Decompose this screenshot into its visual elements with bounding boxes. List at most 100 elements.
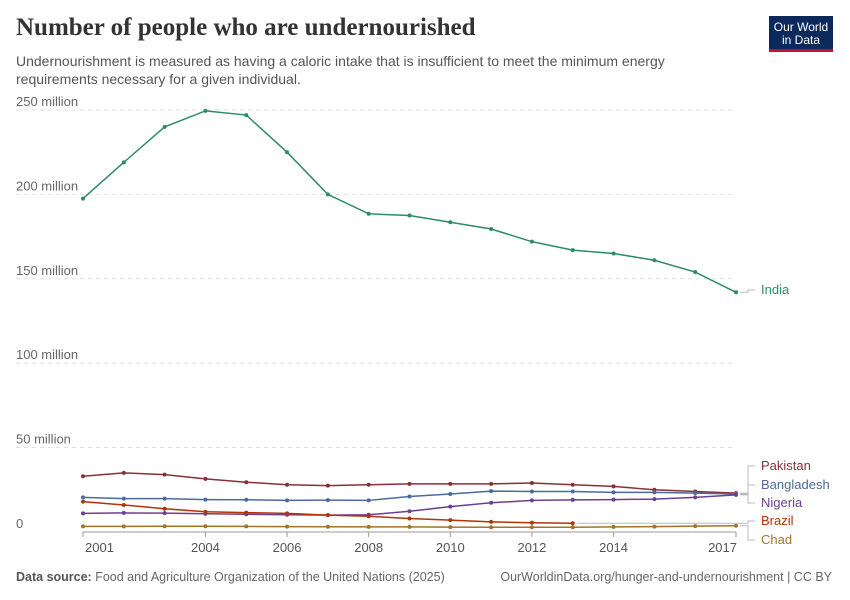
data-point-pakistan[interactable]: [489, 481, 494, 486]
series-label-chad[interactable]: Chad: [761, 532, 792, 547]
data-point-nigeria[interactable]: [81, 511, 85, 516]
data-point-pakistan[interactable]: [121, 470, 126, 475]
data-point-chad[interactable]: [366, 524, 371, 529]
data-point-india[interactable]: [489, 227, 494, 232]
data-point-bangladesh[interactable]: [489, 489, 494, 494]
data-point-brazil[interactable]: [81, 499, 85, 504]
data-point-nigeria[interactable]: [407, 509, 412, 514]
series-label-bangladesh[interactable]: Bangladesh: [761, 477, 830, 492]
data-point-chad[interactable]: [81, 524, 85, 529]
data-point-india[interactable]: [570, 248, 575, 253]
data-point-brazil[interactable]: [366, 514, 371, 519]
series-line-india[interactable]: [82, 110, 737, 293]
data-point-brazil[interactable]: [407, 516, 412, 521]
data-point-pakistan[interactable]: [366, 482, 371, 487]
data-point-brazil[interactable]: [529, 520, 534, 525]
data-point-bangladesh[interactable]: [203, 497, 208, 502]
data-point-pakistan[interactable]: [203, 476, 208, 481]
data-point-bangladesh[interactable]: [693, 491, 698, 496]
gridlines: [16, 109, 736, 449]
data-point-india[interactable]: [652, 258, 657, 263]
data-point-chad[interactable]: [448, 525, 453, 530]
data-point-pakistan[interactable]: [285, 482, 290, 487]
data-point-bangladesh[interactable]: [652, 490, 657, 495]
data-point-nigeria[interactable]: [529, 498, 534, 503]
data-point-brazil[interactable]: [325, 513, 330, 518]
data-point-brazil[interactable]: [244, 510, 249, 515]
data-point-nigeria[interactable]: [448, 504, 453, 509]
data-point-chad[interactable]: [489, 525, 494, 530]
data-point-nigeria[interactable]: [652, 497, 657, 502]
data-point-nigeria[interactable]: [611, 497, 616, 502]
data-point-bangladesh[interactable]: [244, 497, 249, 502]
data-point-chad[interactable]: [244, 524, 249, 529]
data-point-brazil[interactable]: [489, 519, 494, 524]
data-point-india[interactable]: [81, 196, 85, 201]
data-point-bangladesh[interactable]: [448, 492, 453, 497]
data-point-bangladesh[interactable]: [162, 496, 167, 501]
data-point-india[interactable]: [407, 213, 412, 218]
data-point-india[interactable]: [611, 251, 616, 256]
data-point-chad[interactable]: [325, 524, 330, 529]
data-point-chad[interactable]: [611, 524, 616, 529]
y-tick-label: 100 million: [16, 347, 78, 362]
data-point-nigeria[interactable]: [693, 495, 698, 500]
source-url-link[interactable]: OurWorldinData.org/hunger-and-undernouri…: [500, 570, 832, 584]
series-label-nigeria[interactable]: Nigeria: [761, 495, 803, 510]
data-point-pakistan[interactable]: [325, 483, 330, 488]
data-point-pakistan[interactable]: [448, 481, 453, 486]
data-point-chad[interactable]: [121, 524, 126, 529]
data-point-bangladesh[interactable]: [366, 498, 371, 503]
data-point-india[interactable]: [244, 113, 249, 118]
data-point-chad[interactable]: [203, 524, 208, 529]
series-label-brazil[interactable]: Brazil: [761, 513, 794, 528]
data-point-bangladesh[interactable]: [81, 495, 85, 500]
data-point-bangladesh[interactable]: [325, 498, 330, 503]
data-point-nigeria[interactable]: [121, 510, 126, 515]
data-point-pakistan[interactable]: [162, 472, 167, 477]
data-point-india[interactable]: [203, 108, 208, 113]
data-point-bangladesh[interactable]: [407, 494, 412, 499]
data-point-india[interactable]: [366, 211, 371, 216]
data-point-chad[interactable]: [734, 523, 738, 528]
data-point-india[interactable]: [285, 150, 290, 155]
data-point-chad[interactable]: [529, 525, 534, 530]
data-point-pakistan[interactable]: [570, 482, 575, 487]
data-point-bangladesh[interactable]: [285, 498, 290, 503]
data-point-bangladesh[interactable]: [570, 489, 575, 494]
data-point-chad[interactable]: [652, 524, 657, 529]
data-point-pakistan[interactable]: [407, 481, 412, 486]
data-point-india[interactable]: [693, 270, 698, 275]
data-point-chad[interactable]: [407, 524, 412, 529]
data-point-india[interactable]: [121, 160, 126, 165]
data-point-india[interactable]: [448, 220, 453, 225]
data-point-bangladesh[interactable]: [529, 489, 534, 494]
series-label-india[interactable]: India: [761, 282, 790, 297]
data-point-pakistan[interactable]: [81, 474, 85, 479]
data-point-chad[interactable]: [285, 524, 290, 529]
series-label-pakistan[interactable]: Pakistan: [761, 458, 811, 473]
data-point-pakistan[interactable]: [244, 480, 249, 485]
data-point-nigeria[interactable]: [570, 497, 575, 502]
data-point-brazil[interactable]: [285, 511, 290, 516]
data-point-brazil[interactable]: [162, 506, 167, 511]
data-point-nigeria[interactable]: [489, 500, 494, 505]
data-point-brazil[interactable]: [121, 502, 126, 507]
data-point-nigeria[interactable]: [162, 511, 167, 516]
data-point-bangladesh[interactable]: [611, 490, 616, 495]
data-point-india[interactable]: [162, 124, 167, 129]
owid-logo[interactable]: Our World in Data: [769, 16, 833, 52]
data-point-pakistan[interactable]: [529, 481, 534, 486]
data-point-brazil[interactable]: [570, 521, 575, 526]
data-point-india[interactable]: [734, 290, 738, 295]
data-point-chad[interactable]: [162, 524, 167, 529]
data-point-brazil[interactable]: [448, 518, 453, 523]
data-point-nigeria[interactable]: [734, 492, 738, 497]
data-point-bangladesh[interactable]: [121, 496, 126, 501]
data-point-chad[interactable]: [570, 525, 575, 530]
data-point-brazil[interactable]: [203, 509, 208, 514]
data-point-pakistan[interactable]: [611, 484, 616, 489]
data-point-india[interactable]: [529, 239, 534, 244]
data-point-chad[interactable]: [693, 524, 698, 529]
data-point-india[interactable]: [325, 192, 330, 197]
